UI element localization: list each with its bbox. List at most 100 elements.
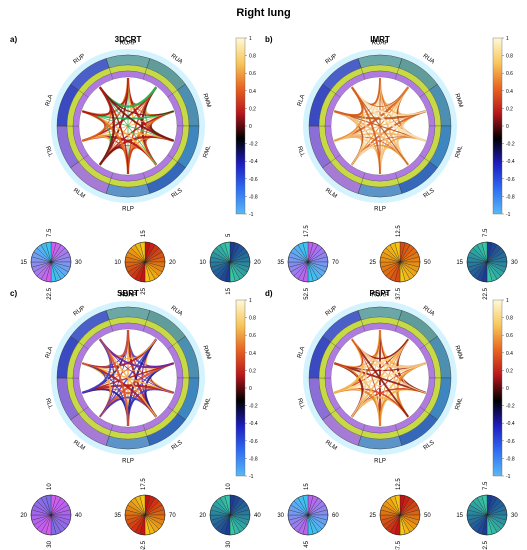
- pie-label: 37.5: [396, 540, 402, 550]
- pie-label: 10: [226, 483, 232, 490]
- pie-outline: [209, 494, 251, 536]
- colorbar-tick-label: -0.8: [249, 194, 258, 200]
- colorbar-tick-label: -0.2: [249, 404, 258, 410]
- node-label-ruap: RUAP: [372, 41, 389, 47]
- pie-label: 7.5: [483, 481, 489, 490]
- panel-title: SBRT: [117, 289, 139, 298]
- node-label-rmm: RMM: [201, 345, 211, 360]
- pie-label: 25: [141, 287, 147, 294]
- colorbar-tick-label: -0.4: [249, 421, 258, 427]
- pie-label: 30: [277, 513, 284, 519]
- colorbar-tick-label: 0.2: [506, 106, 513, 112]
- ring-inner-segment: [83, 73, 114, 98]
- pie-label: 40: [254, 513, 261, 519]
- chord-group: [81, 77, 175, 175]
- chord-group: [333, 77, 427, 175]
- pie-label: 15: [141, 230, 147, 237]
- pie-chart: 15 60 45 30: [277, 483, 339, 548]
- colorbar-tick-label: 0: [506, 386, 509, 392]
- colorbar: [492, 299, 503, 477]
- colorbar-tick-label: -0.6: [506, 439, 515, 445]
- colorbar-tick-label: 0: [506, 124, 509, 130]
- pie-label: 35: [114, 513, 121, 519]
- colorbar-tick-label: 0: [249, 124, 252, 130]
- pie-label: 15: [304, 483, 310, 490]
- ring-halo: [303, 49, 457, 203]
- pie-label: 15: [456, 260, 463, 266]
- pie-chart: 17.5 70 52.5 35: [277, 225, 339, 300]
- pie-label: 10: [114, 260, 121, 266]
- pie-label: 12.5: [396, 478, 402, 490]
- ring-inner-segment: [335, 73, 366, 98]
- pie-label: 30: [511, 513, 518, 519]
- colorbar-tick-label: 0.6: [506, 333, 513, 339]
- panels-group: a) 3DCRTRUAPRUARMMRMLRLSRLPRLMRLLRLARUP10…: [10, 35, 518, 550]
- panel-sbrt: c) SBRTRUAPRUARMMRMLRLSRLPRLMRLLRLARUP10.…: [10, 289, 261, 550]
- colorbar: [235, 299, 246, 477]
- node-label-rlp: RLP: [374, 459, 386, 465]
- colorbar-tick-label: 0.2: [506, 368, 513, 374]
- ring-halo: [303, 301, 457, 455]
- pie-label: 50: [424, 260, 431, 266]
- colorbar: [235, 37, 246, 215]
- chord-rla-rup: [333, 86, 364, 117]
- colorbar-tick-label: 0.4: [249, 351, 256, 357]
- figure-title: Right lung: [236, 7, 290, 19]
- panel-title: IMRT: [370, 35, 390, 44]
- colorbar-tick-label: 0.4: [249, 89, 256, 95]
- pie-label: 60: [332, 513, 339, 519]
- colorbar-tick-label: -1: [506, 474, 511, 480]
- colorbar-tick-label: -0.6: [249, 439, 258, 445]
- pie-outline: [287, 494, 329, 536]
- pie-label: 15: [456, 513, 463, 519]
- node-label-rll: RLL: [44, 146, 53, 159]
- colorbar-tick-label: -0.6: [506, 177, 515, 183]
- pie-label: 20: [199, 513, 206, 519]
- panel-label: d): [265, 289, 273, 298]
- pie-outline: [124, 494, 166, 536]
- pie-label: 30: [511, 260, 518, 266]
- node-label-rla: RLA: [297, 346, 306, 359]
- pie-outline: [124, 241, 166, 283]
- node-label-rls: RLS: [171, 440, 184, 452]
- pie-label: 7.5: [47, 228, 53, 237]
- pie-outline: [379, 494, 421, 536]
- pie-chart: 7.5 30 22.5 15: [20, 228, 82, 300]
- node-label-rla: RLA: [45, 346, 54, 359]
- pie-label: 15: [226, 287, 232, 294]
- pie-chart: 12.5 50 37.5 25: [369, 478, 431, 550]
- colorbar-tick-label: -0.6: [249, 177, 258, 183]
- node-label-rls: RLS: [423, 188, 436, 200]
- ring-inner-segment: [83, 325, 114, 350]
- panel-title: 3DCRT: [115, 35, 142, 44]
- node-label-rll: RLL: [44, 398, 53, 411]
- panel-label: b): [265, 35, 273, 44]
- pie-outline: [209, 241, 251, 283]
- pie-label: 10: [47, 483, 53, 490]
- pie-label: 45: [304, 540, 310, 547]
- pie-label: 30: [47, 540, 53, 547]
- pie-label: 17.5: [304, 225, 310, 237]
- pie-label: 20: [169, 260, 176, 266]
- pie-label: 25: [369, 260, 376, 266]
- colorbar-tick-label: 0.6: [506, 71, 513, 77]
- pie-label: 40: [75, 513, 82, 519]
- pie-outline: [379, 241, 421, 283]
- pie-label: 70: [332, 260, 339, 266]
- chord-group: [333, 329, 427, 427]
- colorbar-tick-label: 0.8: [506, 54, 513, 60]
- pie-chart: 10 40 30 20: [199, 483, 261, 548]
- panel-label: a): [10, 35, 17, 44]
- panel-3dcrt: a) 3DCRTRUAPRUARMMRMLRLSRLPRLMRLLRLARUP10…: [10, 35, 261, 300]
- node-label-rlp: RLP: [374, 207, 386, 213]
- pie-label: 52.5: [304, 287, 310, 299]
- node-label-rmm: RMM: [453, 345, 463, 360]
- pie-label: 22.5: [47, 287, 53, 299]
- node-label-rls: RLS: [423, 440, 436, 452]
- pie-outline: [287, 241, 329, 283]
- node-label-rls: RLS: [171, 188, 184, 200]
- pie-label: 70: [169, 513, 176, 519]
- pie-label: 30: [75, 260, 82, 266]
- node-label-rll: RLL: [296, 398, 305, 411]
- colorbar-tick-label: -0.2: [249, 142, 258, 148]
